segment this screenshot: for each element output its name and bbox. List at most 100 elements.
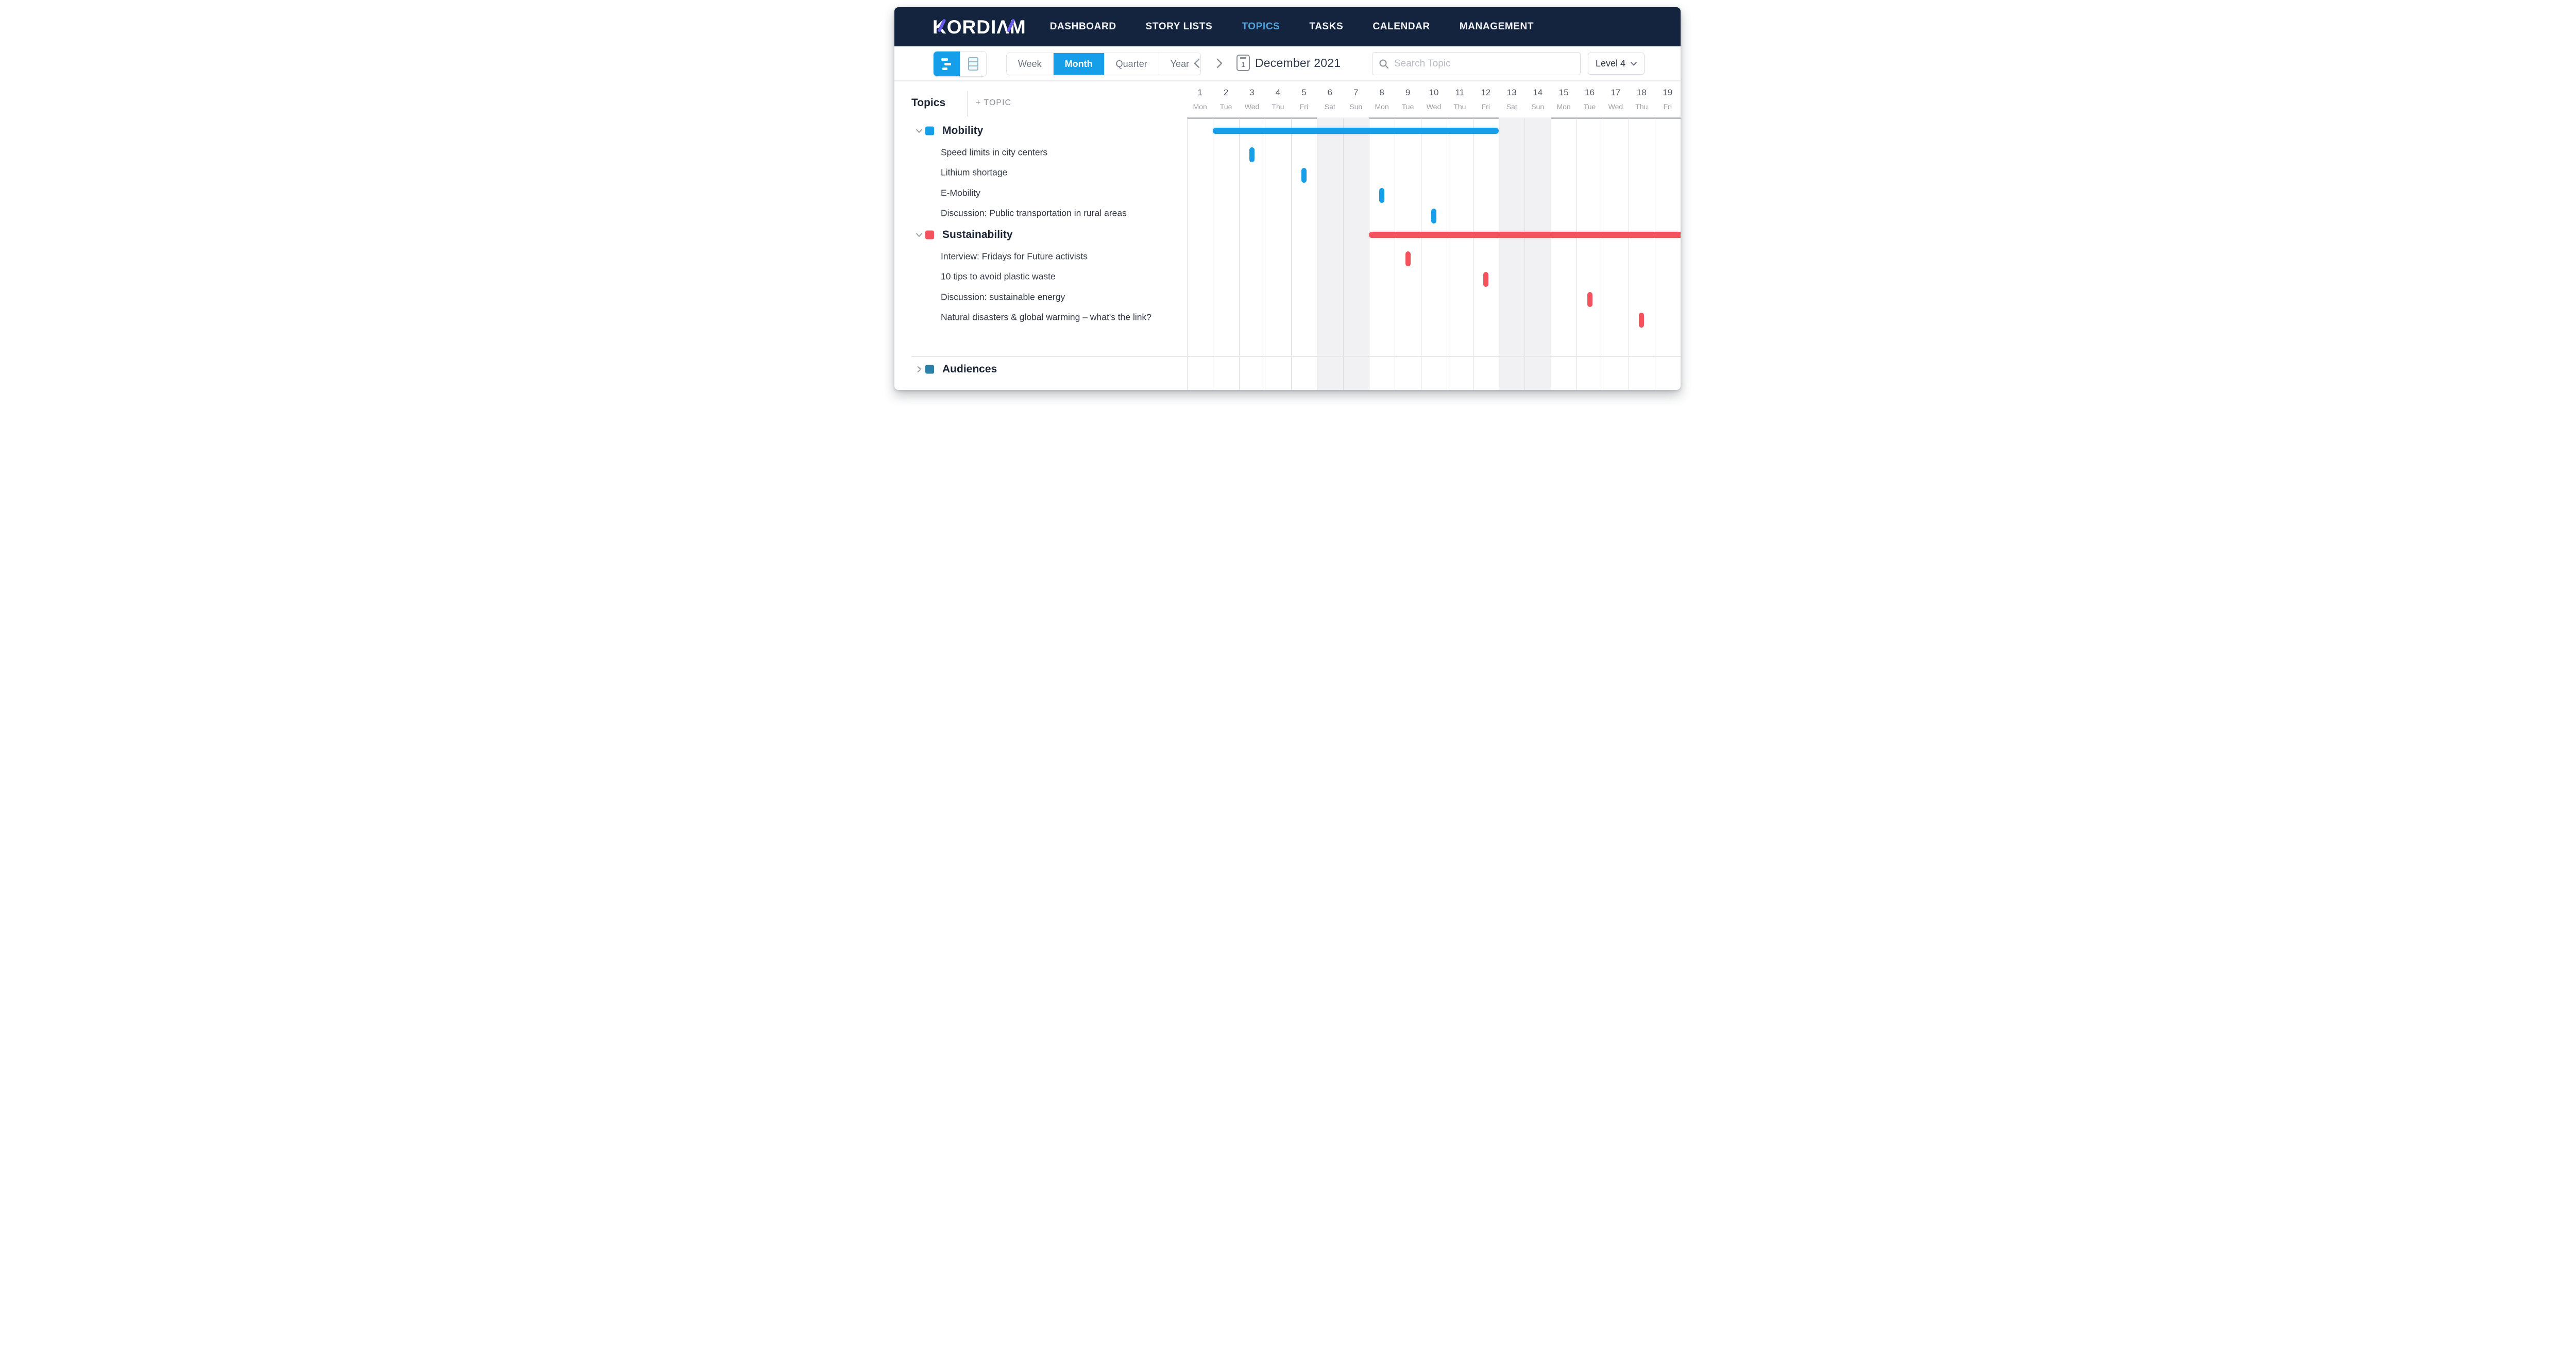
range-option-week[interactable]: Week bbox=[1007, 53, 1054, 75]
panel-title-divider bbox=[967, 91, 968, 116]
range-option-quarter[interactable]: Quarter bbox=[1104, 53, 1159, 75]
add-topic-button[interactable]: + TOPIC bbox=[976, 98, 1012, 107]
nav-item-topics[interactable]: TOPICS bbox=[1242, 21, 1280, 32]
day-column-body bbox=[1317, 117, 1343, 390]
day-name: Mon bbox=[1375, 103, 1389, 111]
gantt-pill-day-18[interactable] bbox=[1639, 312, 1645, 328]
topic-item-label[interactable]: Discussion: sustainable energy bbox=[941, 292, 1065, 302]
nav-menu: DASHBOARD STORY LISTS TOPICS TASKS CALENDAR M… bbox=[1050, 21, 1534, 32]
chevron-down-icon[interactable] bbox=[915, 127, 923, 135]
day-number: 1 bbox=[1197, 88, 1202, 97]
top-navbar: KORDIΛM DASHBOARD STORY LISTS TOPICS TASKS C… bbox=[894, 7, 1681, 46]
gantt-pill-day-3[interactable] bbox=[1249, 147, 1255, 163]
topic-group-label[interactable]: Audiences bbox=[942, 363, 997, 375]
toolbar-divider bbox=[894, 80, 1681, 81]
level-dropdown-value: Level 4 bbox=[1596, 58, 1626, 69]
nav-item-dashboard[interactable]: DASHBOARD bbox=[1049, 21, 1116, 32]
day-column-14: 14 Sun bbox=[1524, 80, 1551, 390]
chevron-down-icon[interactable] bbox=[915, 231, 923, 239]
day-number: 11 bbox=[1455, 88, 1465, 97]
day-number: 18 bbox=[1636, 88, 1647, 97]
day-number: 10 bbox=[1429, 88, 1439, 97]
day-column-9: 9 Tue bbox=[1395, 80, 1421, 390]
day-column-17: 17 Wed bbox=[1602, 80, 1629, 390]
gantt-pill-day-12[interactable] bbox=[1483, 271, 1488, 287]
brand-logo[interactable]: KORDIΛM bbox=[933, 18, 1026, 37]
day-name: Fri bbox=[1663, 103, 1672, 111]
day-column-8: 8 Mon bbox=[1368, 80, 1395, 390]
today-calendar-icon[interactable]: 1 bbox=[1236, 55, 1250, 71]
day-name: Tue bbox=[1219, 103, 1232, 111]
day-number: 9 bbox=[1405, 88, 1411, 97]
topic-group-label[interactable]: Mobility bbox=[942, 125, 984, 136]
day-number: 6 bbox=[1327, 88, 1333, 97]
day-name: Fri bbox=[1481, 103, 1490, 111]
day-name: Thu bbox=[1635, 103, 1648, 111]
topic-item-label[interactable]: 10 tips to avoid plastic waste bbox=[941, 271, 1056, 282]
gantt-icon bbox=[941, 58, 953, 70]
range-option-year[interactable]: Year bbox=[1159, 53, 1201, 75]
screen: KORDIΛM DASHBOARD STORY LISTS TOPICS TASKS C… bbox=[884, 0, 1692, 406]
gantt-pill-day-8[interactable] bbox=[1379, 188, 1385, 203]
topic-item-row: Speed limits in city centers bbox=[894, 142, 1187, 163]
day-column-body bbox=[1420, 117, 1447, 390]
topic-item-label[interactable]: Natural disasters & global warming – wha… bbox=[941, 312, 1151, 322]
topic-group-label[interactable]: Sustainability bbox=[942, 229, 1013, 241]
day-column-7: 7 Sun bbox=[1343, 80, 1369, 390]
range-option-month[interactable]: Month bbox=[1053, 53, 1105, 75]
gantt-view-button[interactable] bbox=[934, 52, 960, 76]
search-box bbox=[1372, 52, 1581, 75]
nav-item-tasks[interactable]: TASKS bbox=[1309, 21, 1344, 32]
day-column-15: 15 Mon bbox=[1550, 80, 1577, 390]
gantt-bar-sustainability[interactable] bbox=[1368, 232, 1681, 238]
topic-item-label[interactable]: Speed limits in city centers bbox=[941, 147, 1048, 158]
nav-item-calendar[interactable]: CALENDAR bbox=[1372, 21, 1430, 32]
day-number: 7 bbox=[1353, 88, 1359, 97]
search-icon bbox=[1379, 59, 1388, 69]
day-column-body bbox=[1524, 117, 1551, 390]
day-column-body bbox=[1629, 117, 1655, 390]
gantt-pill-day-5[interactable] bbox=[1301, 167, 1307, 183]
topic-color-square bbox=[925, 230, 934, 240]
table-icon bbox=[968, 57, 978, 71]
panel-title: Topics bbox=[911, 97, 946, 109]
search-input[interactable] bbox=[1394, 58, 1574, 70]
day-column-1: 1 Mon bbox=[1187, 80, 1213, 390]
next-period-button[interactable] bbox=[1212, 56, 1227, 71]
chevron-down-icon bbox=[1631, 61, 1637, 65]
gantt-pill-day-9[interactable] bbox=[1405, 251, 1411, 267]
topic-item-label[interactable]: Discussion: Public transportation in rur… bbox=[941, 208, 1127, 218]
day-column-body bbox=[1550, 117, 1577, 390]
chevron-right-icon[interactable] bbox=[915, 365, 923, 373]
topic-group-row-collapsed: Audiences bbox=[894, 358, 1187, 381]
range-segmented-control: Week Month Quarter Year bbox=[1006, 53, 1201, 75]
gantt-pill-day-16[interactable] bbox=[1587, 292, 1592, 308]
gantt-bar-mobility[interactable] bbox=[1213, 128, 1499, 134]
day-number: 19 bbox=[1663, 88, 1673, 97]
day-column-body bbox=[1239, 117, 1265, 390]
topic-item-row: E-Mobility bbox=[894, 183, 1187, 203]
topic-item-row: Interview: Fridays for Future activists bbox=[894, 246, 1187, 267]
nav-item-management[interactable]: MANAGEMENT bbox=[1459, 21, 1534, 32]
topic-group-row: Sustainability bbox=[894, 224, 1187, 246]
day-column-body bbox=[1447, 117, 1473, 390]
topic-item-label[interactable]: Lithium shortage bbox=[941, 167, 1008, 178]
topic-group-row: Mobility bbox=[894, 120, 1187, 142]
prev-period-button[interactable] bbox=[1189, 56, 1205, 71]
topic-item-label[interactable]: Interview: Fridays for Future activists bbox=[941, 251, 1088, 262]
nav-item-story-lists[interactable]: STORY LISTS bbox=[1145, 21, 1213, 32]
day-column-body bbox=[1265, 117, 1291, 390]
day-column-body bbox=[1213, 117, 1239, 390]
day-name: Thu bbox=[1272, 103, 1284, 111]
gantt-pill-day-10[interactable] bbox=[1431, 208, 1436, 224]
level-dropdown[interactable]: Level 4 bbox=[1588, 53, 1645, 75]
table-view-button[interactable] bbox=[960, 52, 986, 76]
topic-item-label[interactable]: E-Mobility bbox=[941, 187, 980, 198]
day-column-body bbox=[1395, 117, 1421, 390]
day-number: 5 bbox=[1301, 88, 1307, 97]
day-name: Sat bbox=[1324, 103, 1335, 111]
day-name: Mon bbox=[1193, 103, 1207, 111]
day-column-body bbox=[1187, 117, 1213, 390]
day-column-body bbox=[1343, 117, 1369, 390]
day-number: 4 bbox=[1275, 88, 1281, 97]
